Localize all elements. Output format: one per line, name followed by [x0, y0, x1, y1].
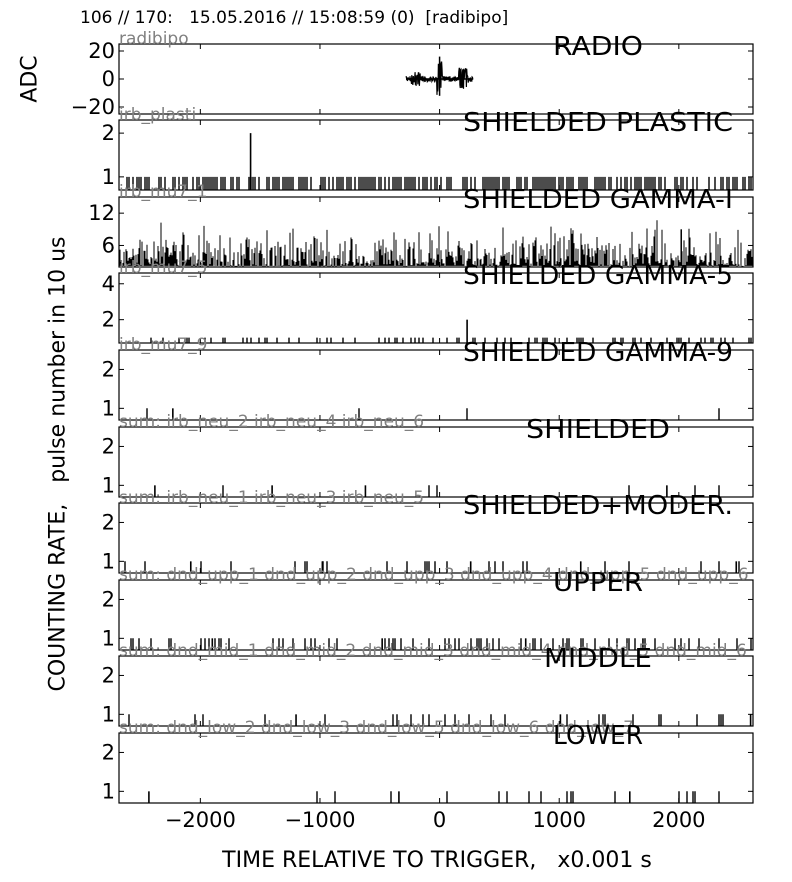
panel-detector-label: irb_mu7_1: [119, 182, 207, 202]
count-pulses: [124, 561, 740, 573]
panel-detector-label: irb_plasti: [119, 105, 196, 125]
panel-title: SHIELDED GAMMA-I: [463, 185, 733, 215]
panel-detector-label: sum: dnd_low_2 dnd_low_3 dnd_low_5 dnd_l…: [119, 718, 634, 738]
y-tick-label: 12: [88, 201, 115, 225]
count-pulses: [222, 485, 720, 497]
panel-title: MIDDLE: [544, 644, 652, 674]
x-axis-label: TIME RELATIVE TO TRIGGER, x0.001 s: [222, 848, 652, 873]
panel-3: 12 6 irb_mu7_1 SHIELDED GAMMA-I: [88, 182, 754, 268]
panel-title: SHIELDED+MODER.: [463, 491, 733, 521]
panel-title: SHIELDED GAMMA-5: [463, 261, 733, 291]
y-tick-label: 2: [102, 740, 115, 764]
panel-trace-group: [128, 714, 752, 726]
y-tick-label: 2: [102, 510, 115, 534]
y-tick-label: 20: [88, 39, 115, 63]
y-tick-label: 1: [102, 779, 115, 803]
adc-axis-label: ADC: [17, 55, 43, 103]
figure-header: 106 // 170: 15.05.2016 // 15:08:59 (0) […: [80, 8, 509, 28]
panel-frame: [118, 502, 754, 574]
panel-trace-group: [126, 133, 752, 190]
y-tick-label: 2: [102, 121, 115, 145]
panel-detector-label: irb_mu7_5: [119, 258, 207, 278]
panel-frame: [118, 119, 754, 191]
panel-6: 2 1 sum: irb_neu_2 irb_neu_4 irb_neu_6 SHIE…: [102, 412, 754, 498]
panel-4: 4 2 irb_mu7_5 SHIELDED GAMMA-5: [102, 258, 754, 344]
gamma-dense-trace: [119, 220, 753, 267]
y-tick-label: 1: [102, 626, 115, 650]
panel-2: 2 1 irb_plasti SHIELDED PLASTIC: [102, 105, 754, 191]
panel-frame: [118, 349, 754, 421]
count-pulses: [126, 176, 752, 190]
panel-detector-label: radibipo: [119, 29, 189, 49]
y-tick-label: 1: [102, 549, 115, 573]
y-tick-label: 2: [102, 663, 115, 687]
x-tick-label: 2000: [652, 808, 705, 832]
y-tick-label: 2: [102, 308, 115, 332]
panel-frame: [118, 655, 754, 727]
count-pulses: [150, 337, 752, 343]
panel-frame: [118, 272, 754, 344]
panel-title: RADIO: [553, 32, 643, 62]
count-pulses: [130, 638, 752, 650]
y-tick-label: 6: [102, 233, 115, 257]
panel-title: SHIELDED PLASTIC: [463, 108, 733, 138]
panel-title: LOWER: [553, 721, 643, 751]
count-pulses: [146, 408, 720, 420]
y-tick-label: 2: [102, 587, 115, 611]
y-tick-label: 1: [102, 702, 115, 726]
panel-frame: [118, 579, 754, 651]
y-tick-label: 1: [102, 473, 115, 497]
y-tick-label: 4: [102, 272, 115, 296]
y-tick-label: 2: [102, 357, 115, 381]
panel-5: 2 1 irb_mu7_9 SHIELDED GAMMA-9: [102, 335, 754, 421]
panel-1: 20 0 −20 radibipo RADIO: [71, 29, 754, 119]
y-tick-label: 1: [102, 165, 115, 189]
panel-trace-group: [124, 561, 740, 573]
panel-title: SHIELDED GAMMA-9: [463, 338, 733, 368]
panel-trace-group: [146, 408, 720, 420]
panel-frame: [118, 196, 754, 268]
panel-trace-group: [148, 791, 720, 803]
x-tick-label: 1000: [532, 808, 585, 832]
panel-8: 2 1 sum: dnd_upp_1 dnd_upp_2 dnd_upp_3 dnd…: [102, 565, 754, 651]
counting-rate-axis-label: COUNTING RATE, pulse number in 10 us: [45, 236, 71, 692]
panel-7: 2 1 sum: irb_neu_1 irb_neu_3 irb_neu_5 SHIE…: [102, 488, 754, 574]
panel-frame: [118, 732, 754, 804]
panel-title: SHIELDED: [526, 415, 670, 445]
panel-trace-group: [154, 485, 720, 497]
y-tick-label: 1: [102, 396, 115, 420]
panel-detector-label: sum: dnd_mid_1 dnd_mid_2 dnd_mid_3 dnd_m…: [119, 641, 747, 661]
y-tick-label: 2: [102, 434, 115, 458]
y-tick-label: 0: [102, 67, 115, 91]
panel-detector-label: sum: irb_neu_1 irb_neu_3 irb_neu_5: [119, 488, 424, 508]
panel-trace-group: [130, 638, 752, 650]
panel-title: UPPER: [553, 568, 643, 598]
panel-detector-label: irb_mu7_9: [119, 335, 207, 355]
panel-10: 2 1 sum: dnd_low_2 dnd_low_3 dnd_low_5 dnd…: [102, 718, 754, 804]
x-tick-label: −1000: [284, 808, 355, 832]
panel-trace-group: [150, 319, 752, 343]
panel-detector-label: sum: irb_neu_2 irb_neu_4 irb_neu_6: [119, 412, 424, 432]
count-pulses: [316, 791, 720, 803]
panel-9: 2 1 sum: dnd_mid_1 dnd_mid_2 dnd_mid_3 dnd…: [102, 641, 754, 727]
y-tick-label: −20: [71, 95, 115, 119]
panel-frame: [118, 426, 754, 498]
panel-trace-group: [405, 56, 474, 96]
panel-detector-label: sum: dnd_upp_1 dnd_upp_2 dnd_upp_3 dnd_u…: [119, 565, 749, 585]
x-tick-label: −2000: [165, 808, 236, 832]
count-pulses: [128, 714, 724, 726]
x-tick-label: 0: [433, 808, 446, 832]
panel-trace-group: [119, 220, 753, 267]
